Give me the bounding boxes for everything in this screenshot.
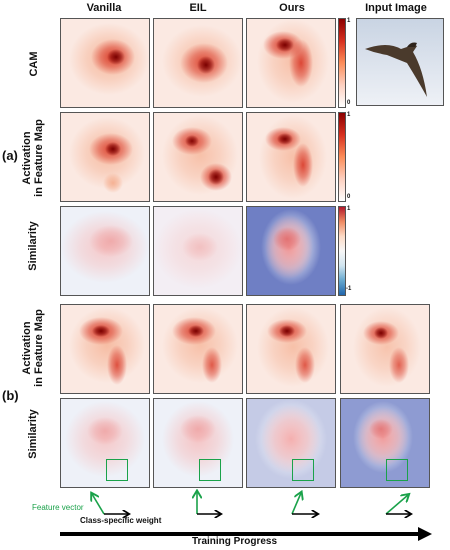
legend-class-weight: Class-specific weight (80, 516, 162, 525)
highlight-box-3 (292, 459, 314, 481)
colorbar-similarity-top: 1 (347, 206, 351, 212)
col-header-ours: Ours (279, 2, 305, 14)
activation-b-eil (153, 304, 243, 394)
colorbar-activation-top: 1 (347, 112, 351, 118)
similarity-a-vanilla (60, 206, 150, 296)
highlight-box-1 (106, 459, 128, 481)
vector-diagrams (60, 488, 432, 541)
colorbar-similarity (338, 206, 346, 296)
row-label-cam: CAM (28, 51, 40, 77)
colorbar-cam-top: 1 (347, 18, 351, 24)
cam-ours (246, 18, 336, 108)
highlight-box-2 (199, 459, 221, 481)
similarity-b-vanilla (60, 398, 150, 488)
cam-eil (153, 18, 243, 108)
colorbar-cam-bottom: 0 (347, 100, 351, 106)
colorbar-cam (338, 18, 346, 108)
part-label-a: (a) (2, 148, 18, 163)
similarity-b-ours (246, 398, 336, 488)
input-image (356, 18, 444, 106)
similarity-b-eil (153, 398, 243, 488)
row-label-activation-a: Activation in Feature Map (21, 119, 45, 197)
col-header-eil: EIL (189, 2, 207, 14)
highlight-box-4 (386, 459, 408, 481)
row-label-similarity-b: Similarity (27, 409, 39, 459)
similarity-a-eil (153, 206, 243, 296)
part-label-b: (b) (2, 388, 19, 403)
col-header-input-image: Input Image (365, 2, 427, 14)
activation-a-eil (153, 112, 243, 202)
activation-b-ours (246, 304, 336, 394)
training-progress-label: Training Progress (192, 536, 278, 547)
cam-vanilla (60, 18, 150, 108)
col-header-vanilla: Vanilla (86, 2, 122, 14)
row-label-similarity-a: Similarity (27, 221, 39, 271)
similarity-a-ours (246, 206, 336, 296)
activation-b-vanilla (60, 304, 150, 394)
colorbar-activation (338, 112, 346, 202)
activation-a-ours (246, 112, 336, 202)
activation-b-later (340, 304, 430, 394)
legend-feature-vector: Feature vector (32, 503, 84, 512)
similarity-b-later (340, 398, 430, 488)
activation-a-vanilla (60, 112, 150, 202)
colorbar-activation-bottom: 0 (347, 194, 351, 200)
colorbar-similarity-bottom: -1 (346, 286, 352, 292)
row-label-activation-b: Activation in Feature Map (21, 309, 45, 387)
